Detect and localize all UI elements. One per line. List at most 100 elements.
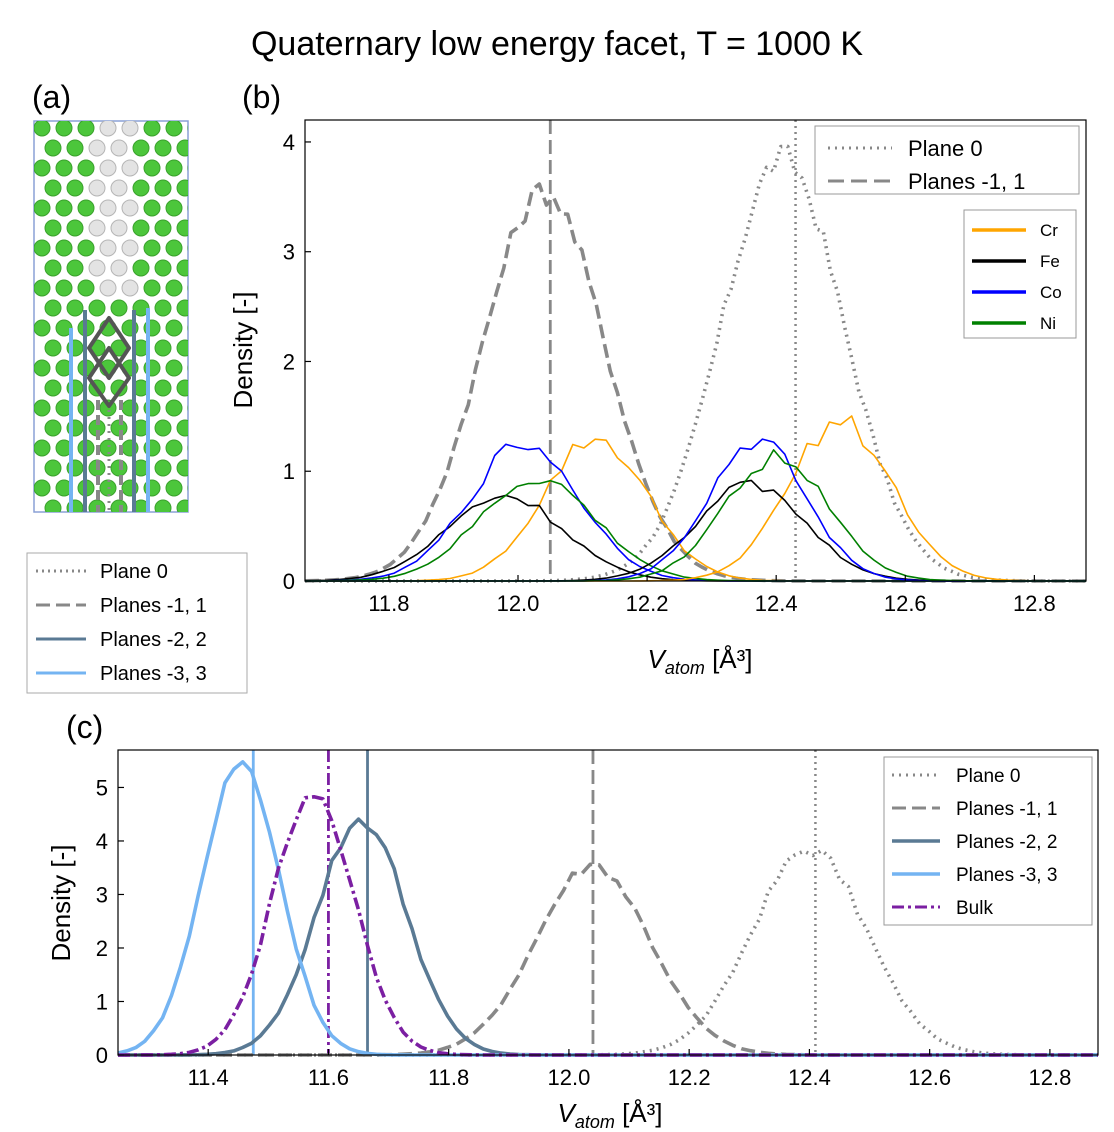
green-atom (143, 121, 161, 137)
chart-c-ylabel: Density [-] (46, 844, 76, 961)
x-tick-label: 12.4 (788, 1065, 831, 1090)
green-atom (55, 159, 73, 177)
chart-b-frame (304, 119, 1087, 582)
x-tick-label: 12.2 (626, 591, 669, 616)
green-atom (187, 365, 188, 371)
green-atom (132, 139, 150, 157)
chart-b-legend-main: Plane 0 Planes -1, 1 (814, 125, 1080, 195)
green-atom (187, 165, 188, 171)
y-tick-label: 3 (96, 882, 108, 907)
white-atom (88, 179, 106, 197)
legend-label-plane0: Plane 0 (100, 561, 168, 583)
green-atom (154, 459, 172, 477)
green-atom (199, 460, 215, 476)
green-atom (78, 520, 94, 536)
green-atom (165, 199, 183, 217)
green-atom (66, 299, 84, 317)
green-atom (187, 285, 188, 291)
green-atom (187, 405, 188, 411)
green-atom (199, 260, 215, 276)
series-co-planes-1-1 (304, 443, 1086, 582)
white-atom (121, 159, 139, 177)
green-atom (143, 279, 161, 297)
green-atom (132, 219, 150, 237)
green-atom (88, 299, 106, 317)
green-atom (165, 319, 183, 337)
legend-c-bulk-label: Bulk (956, 898, 993, 919)
chart-c-frame (117, 749, 1099, 1056)
green-atom (187, 445, 188, 451)
legend-b-ni-label: Ni (1040, 314, 1056, 333)
green-atom (154, 379, 172, 397)
legend-b-cr-label: Cr (1040, 221, 1058, 240)
white-atom (121, 121, 139, 137)
green-atom (154, 499, 172, 512)
series-cr-planes-1-1 (305, 438, 1086, 582)
green-atom (44, 339, 62, 357)
x-tick-label: 12.8 (1028, 1065, 1071, 1090)
green-atom (143, 199, 161, 217)
panel-label-c: (c) (66, 709, 103, 745)
green-atom (66, 259, 84, 277)
green-atom (44, 139, 62, 157)
y-tick-label: 3 (283, 240, 295, 265)
white-atom (121, 199, 139, 217)
series-plane-0 (305, 144, 1086, 583)
green-atom (199, 380, 215, 396)
legend-label-planes2: Planes -2, 2 (100, 629, 207, 651)
x-tick-label: 12.6 (908, 1065, 951, 1090)
green-atom (187, 205, 188, 211)
x-tick-label: 12.0 (548, 1065, 591, 1090)
green-atom (44, 299, 62, 317)
green-atom (165, 439, 183, 457)
chart-c-legend: Plane 0 Planes -1, 1 Planes -2, 2 Planes… (883, 756, 1093, 926)
green-atom (154, 339, 172, 357)
y-tick-label: 0 (96, 1043, 108, 1068)
chart-b-legend-elements: Cr Fe Co Ni (963, 209, 1077, 339)
white-atom (88, 219, 106, 237)
green-atom (165, 359, 183, 377)
structure-legend: Plane 0 Planes -1, 1 Planes -2, 2 Planes… (26, 552, 248, 694)
green-atom (34, 121, 51, 137)
green-atom (154, 139, 172, 157)
green-atom (143, 159, 161, 177)
green-atom (199, 140, 215, 156)
green-atom (165, 239, 183, 257)
green-atom (176, 139, 188, 157)
green-atom (132, 179, 150, 197)
legend-c-plane0-label: Plane 0 (956, 766, 1020, 787)
white-atom (88, 259, 106, 277)
green-atom (176, 419, 188, 437)
green-atom (176, 499, 188, 512)
green-atom (34, 399, 51, 417)
green-atom (44, 459, 62, 477)
x-tick-label: 11.4 (188, 1065, 229, 1090)
green-atom (154, 259, 172, 277)
green-atom (77, 279, 95, 297)
green-atom (187, 125, 188, 131)
green-atom (176, 179, 188, 197)
green-atom (77, 121, 95, 137)
white-atom (99, 239, 117, 257)
green-atom (34, 520, 50, 536)
white-atom (110, 259, 128, 277)
green-atom (165, 159, 183, 177)
green-atom (34, 199, 51, 217)
green-atom (34, 319, 51, 337)
green-atom (56, 520, 72, 536)
x-tick-label: 12.2 (668, 1065, 711, 1090)
y-tick-label: 1 (283, 459, 295, 484)
x-tick-label: 12.6 (884, 591, 927, 616)
green-atom (44, 179, 62, 197)
green-atom (165, 479, 183, 497)
green-atom (176, 299, 188, 317)
green-atom (166, 520, 182, 536)
green-atom (66, 219, 84, 237)
y-tick-label: 4 (283, 130, 295, 155)
green-atom (199, 340, 215, 356)
white-atom (121, 239, 139, 257)
y-tick-label: 2 (96, 936, 108, 961)
white-atom (121, 279, 139, 297)
green-atom (144, 520, 160, 536)
